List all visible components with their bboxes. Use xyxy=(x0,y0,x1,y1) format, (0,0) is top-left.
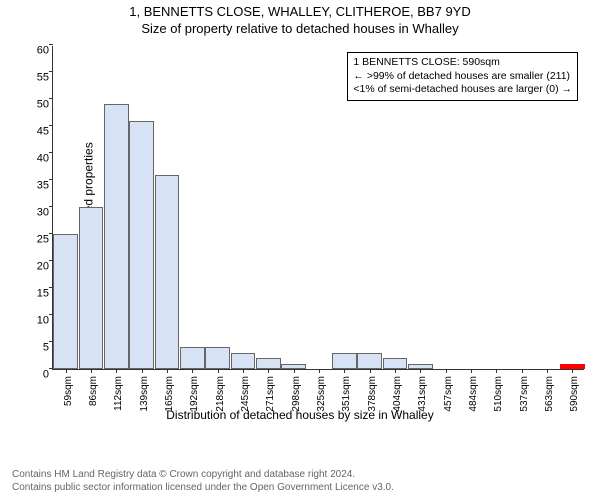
x-tick-mark xyxy=(66,369,67,373)
chart-bar xyxy=(205,347,230,369)
chart-title-sub: Size of property relative to detached ho… xyxy=(0,19,600,40)
chart-bar xyxy=(129,121,154,369)
y-tick-label: 15 xyxy=(21,289,49,300)
x-tick-mark xyxy=(192,369,193,373)
y-tick-label: 10 xyxy=(21,316,49,327)
chart-bar xyxy=(383,358,408,369)
y-tick-mark xyxy=(49,44,53,45)
chart-bar xyxy=(53,234,78,369)
chart-bar xyxy=(231,353,256,369)
info-line-3: <1% of semi-detached houses are larger (… xyxy=(353,83,572,97)
y-tick-label: 5 xyxy=(21,343,49,354)
x-tick-mark xyxy=(547,369,548,373)
x-tick-mark xyxy=(116,369,117,373)
y-tick-mark xyxy=(49,125,53,126)
chart-credits: Contains HM Land Registry data © Crown c… xyxy=(12,468,394,494)
x-tick-mark xyxy=(319,369,320,373)
info-line-1: 1 BENNETTS CLOSE: 590sqm xyxy=(353,56,572,70)
chart-bar xyxy=(155,175,180,369)
chart-bar xyxy=(79,207,104,369)
x-tick-mark xyxy=(496,369,497,373)
chart-bar xyxy=(332,353,357,369)
y-tick-mark xyxy=(49,71,53,72)
credit-line-2: Contains public sector information licen… xyxy=(12,481,394,494)
info-line-2: ← >99% of detached houses are smaller (2… xyxy=(353,70,572,84)
x-tick-mark xyxy=(471,369,472,373)
x-tick-mark xyxy=(522,369,523,373)
chart-bar xyxy=(256,358,281,369)
x-tick-mark xyxy=(420,369,421,373)
x-tick-mark xyxy=(370,369,371,373)
y-tick-label: 60 xyxy=(21,46,49,57)
y-tick-mark xyxy=(49,179,53,180)
y-tick-label: 35 xyxy=(21,181,49,192)
chart-bar xyxy=(104,104,129,369)
y-tick-label: 45 xyxy=(21,127,49,138)
y-tick-label: 30 xyxy=(21,208,49,219)
y-tick-mark xyxy=(49,98,53,99)
x-tick-mark xyxy=(167,369,168,373)
x-tick-mark xyxy=(572,369,573,373)
y-tick-label: 20 xyxy=(21,262,49,273)
x-tick-mark xyxy=(91,369,92,373)
y-tick-mark xyxy=(49,152,53,153)
chart-title-main: 1, BENNETTS CLOSE, WHALLEY, CLITHEROE, B… xyxy=(0,0,600,19)
y-tick-label: 40 xyxy=(21,154,49,165)
x-tick-mark xyxy=(243,369,244,373)
chart-bar xyxy=(357,353,382,369)
x-axis-label: Distribution of detached houses by size … xyxy=(0,408,600,422)
x-tick-mark xyxy=(344,369,345,373)
x-tick-mark xyxy=(395,369,396,373)
credit-line-1: Contains HM Land Registry data © Crown c… xyxy=(12,468,394,481)
x-tick-mark xyxy=(294,369,295,373)
y-tick-mark xyxy=(49,206,53,207)
x-tick-mark xyxy=(218,369,219,373)
x-tick-mark xyxy=(446,369,447,373)
y-tick-label: 0 xyxy=(21,370,49,381)
y-tick-label: 50 xyxy=(21,100,49,111)
chart-bar xyxy=(180,347,205,369)
plot-area: 1 BENNETTS CLOSE: 590sqm ← >99% of detac… xyxy=(52,46,584,370)
chart-container: Number of detached properties 1 BENNETTS… xyxy=(0,40,600,410)
x-tick-mark xyxy=(268,369,269,373)
y-tick-label: 25 xyxy=(21,235,49,246)
y-tick-label: 55 xyxy=(21,73,49,84)
chart-info-box: 1 BENNETTS CLOSE: 590sqm ← >99% of detac… xyxy=(347,52,578,101)
x-tick-mark xyxy=(142,369,143,373)
